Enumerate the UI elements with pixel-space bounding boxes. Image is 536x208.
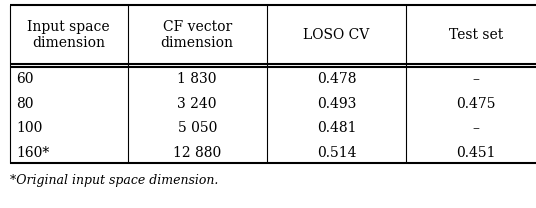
Text: 1 830: 1 830 (177, 72, 217, 86)
Text: –: – (472, 121, 480, 135)
Text: 12 880: 12 880 (173, 146, 221, 160)
Text: 0.475: 0.475 (456, 97, 496, 111)
Text: 0.493: 0.493 (317, 97, 356, 111)
Text: 0.451: 0.451 (456, 146, 496, 160)
Text: LOSO CV: LOSO CV (303, 28, 370, 42)
Text: 100: 100 (16, 121, 42, 135)
Text: 60: 60 (16, 72, 34, 86)
Text: 5 050: 5 050 (177, 121, 217, 135)
Text: 0.478: 0.478 (317, 72, 356, 86)
Text: 80: 80 (16, 97, 34, 111)
Text: Input space
dimension: Input space dimension (27, 20, 110, 50)
Text: *Original input space dimension.: *Original input space dimension. (10, 174, 218, 187)
Text: –: – (472, 72, 480, 86)
Text: 0.514: 0.514 (317, 146, 356, 160)
Text: CF vector
dimension: CF vector dimension (161, 20, 234, 50)
Text: Test set: Test set (449, 28, 503, 42)
Text: 0.481: 0.481 (317, 121, 356, 135)
Text: 3 240: 3 240 (177, 97, 217, 111)
Text: 160*: 160* (16, 146, 49, 160)
